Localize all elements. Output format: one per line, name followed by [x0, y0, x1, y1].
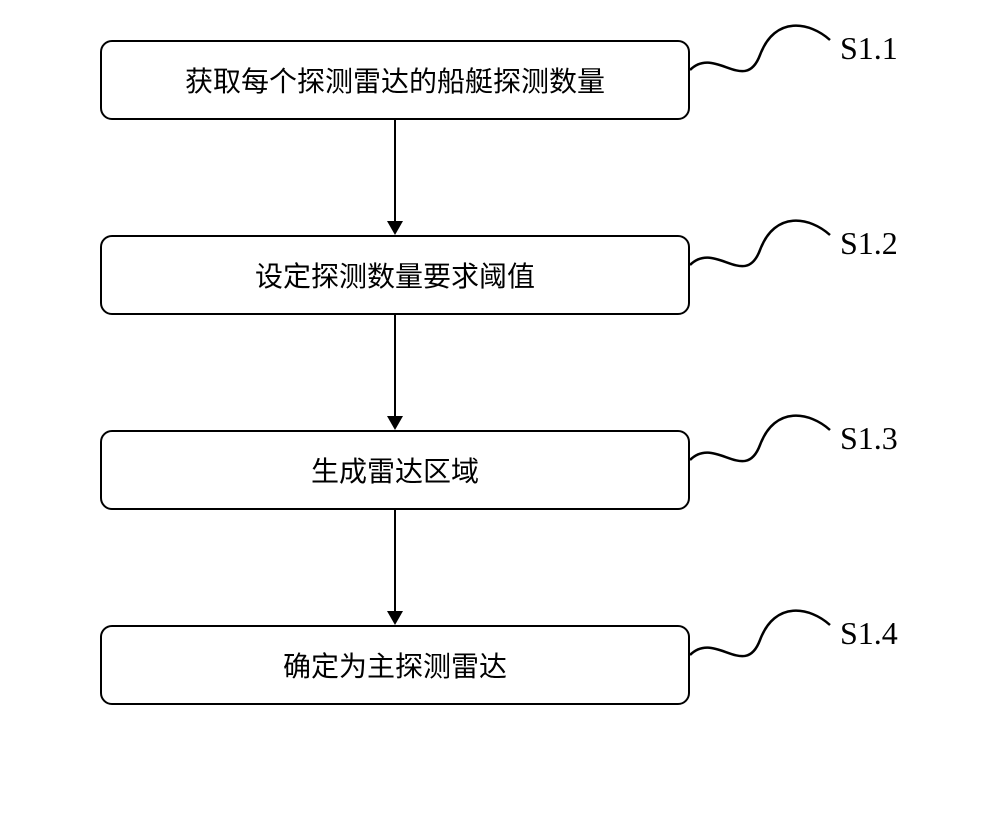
step-text-2: 设定探测数量要求阈值: [255, 255, 535, 295]
arrow-head-1: [387, 221, 403, 235]
squiggle-2: [680, 205, 840, 295]
arrow-line-2: [394, 315, 396, 416]
step-box-1: 获取每个探测雷达的船艇探测数量: [100, 40, 690, 120]
step-label-4: S1.4: [840, 615, 898, 652]
step-box-3: 生成雷达区域: [100, 430, 690, 510]
step-label-2: S1.2: [840, 225, 898, 262]
step-box-4: 确定为主探测雷达: [100, 625, 690, 705]
arrow-head-3: [387, 611, 403, 625]
arrow-line-3: [394, 510, 396, 611]
squiggle-4: [680, 595, 840, 685]
step-label-3: S1.3: [840, 420, 898, 457]
step-box-2: 设定探测数量要求阈值: [100, 235, 690, 315]
arrow-line-1: [394, 120, 396, 221]
squiggle-1: [680, 10, 840, 100]
step-text-1: 获取每个探测雷达的船艇探测数量: [185, 60, 605, 100]
step-text-4: 确定为主探测雷达: [283, 645, 507, 685]
step-label-1: S1.1: [840, 30, 898, 67]
squiggle-3: [680, 400, 840, 490]
step-text-3: 生成雷达区域: [311, 450, 479, 490]
flowchart-container: 获取每个探测雷达的船艇探测数量 S1.1 设定探测数量要求阈值 S1.2 生成雷…: [0, 0, 1000, 820]
arrow-head-2: [387, 416, 403, 430]
